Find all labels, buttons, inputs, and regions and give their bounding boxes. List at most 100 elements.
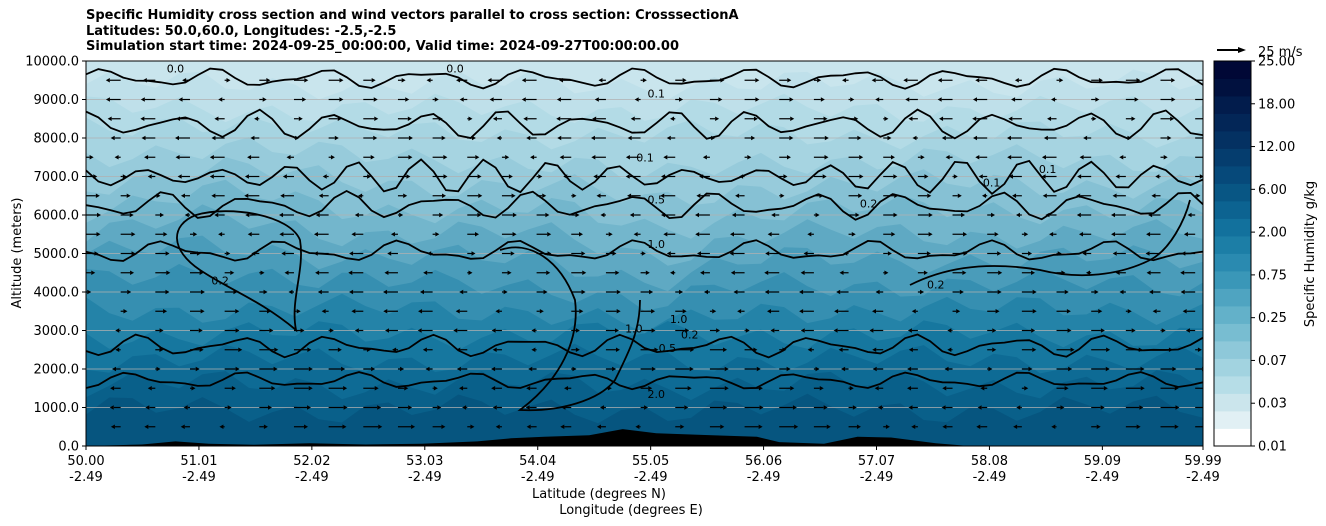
wind-vector-head [110, 386, 115, 391]
wind-vector-head [468, 116, 473, 121]
wind-vector-head [1094, 289, 1099, 295]
wind-vector-head [254, 116, 259, 121]
wind-vector-head [1095, 97, 1100, 102]
wind-vector-head [615, 347, 620, 352]
wind-vector-head [373, 135, 378, 141]
wind-vector-head [459, 97, 464, 102]
wind-vector-head [122, 174, 127, 179]
wind-vector-head [663, 232, 668, 237]
wind-vector-head [579, 232, 584, 237]
wind-vector-head [279, 232, 284, 237]
wind-vector-head [803, 251, 808, 256]
y-tick-label: 1000.0 [34, 401, 80, 416]
wind-vector-head [685, 328, 690, 333]
wind-vector-head [1028, 251, 1033, 256]
wind-vector-head [850, 97, 855, 102]
wind-vector-head [1076, 212, 1081, 218]
wind-vector-head [651, 309, 656, 314]
wind-vector-head [720, 424, 725, 429]
wind-vector-head [836, 289, 841, 295]
wind-vector-head [851, 232, 856, 237]
colorbar-tick-label: 0.07 [1258, 354, 1287, 369]
wind-vector-head [72, 78, 76, 82]
wind-vector-head [654, 347, 659, 352]
wind-vector-head [438, 116, 443, 121]
wind-vector-head [315, 212, 320, 218]
wind-vector-head [920, 155, 925, 160]
x-tick-label: 59.99 [1184, 454, 1221, 469]
wind-vector-head [599, 405, 604, 410]
wind-vector-head [226, 251, 231, 256]
wind-vector-head [975, 78, 980, 83]
wind-vector-head [95, 193, 100, 198]
wind-vector-head [753, 116, 758, 121]
wind-vector-head [1163, 155, 1168, 160]
wind-vector-head [1011, 97, 1016, 102]
wind-vector-head [1196, 193, 1201, 198]
wind-vector-head [399, 212, 404, 218]
contour-line [86, 239, 1203, 262]
contour-line [86, 67, 1203, 90]
wind-vector-head [695, 232, 700, 237]
wind-vector-head [198, 328, 203, 333]
wind-vector-head [838, 347, 843, 352]
wind-vector-head [1064, 289, 1069, 295]
wind-vector-head [556, 116, 561, 121]
wind-vector-head [109, 405, 114, 410]
wind-vector-head [462, 405, 467, 410]
y-axis: 0.0 1000.0 2000.0 3000.0 4000.0 5000.0 6000.0 7… [25, 55, 86, 455]
wind-vector-head [1161, 328, 1166, 333]
wind-vector-head [341, 366, 346, 372]
wind-vector-head [235, 328, 240, 333]
wind-vector-head [247, 232, 252, 237]
wind-vector-head [147, 386, 152, 391]
wind-vector-head [869, 328, 874, 333]
colorbar-swatch [1214, 61, 1251, 79]
colorbar-swatch [1214, 166, 1251, 184]
wind-vector-head [724, 386, 729, 391]
wind-vector-head [523, 116, 528, 121]
wind-vector-head [1199, 174, 1203, 179]
wind-vector-head [998, 270, 1003, 275]
wind-vector-head [874, 386, 879, 391]
wind-vector-head [503, 289, 508, 295]
wind-vector-head [321, 309, 326, 314]
wind-vector-head [687, 386, 692, 391]
wind-vector-head [682, 78, 687, 83]
x-tick-label: 55.05 [632, 454, 669, 469]
contour-label: 2.0 [647, 388, 665, 401]
wind-vector-head [561, 405, 566, 410]
wind-vector-head [80, 425, 84, 429]
wind-vector-head [991, 212, 996, 218]
wind-vector-head [337, 347, 342, 352]
wind-vector-head [731, 212, 736, 218]
wind-vector-head [159, 328, 164, 333]
y-tick-label: 5000.0 [34, 247, 80, 262]
wind-vector-head [690, 347, 695, 352]
wind-vector-head [911, 424, 916, 429]
wind-vector-head [349, 251, 354, 256]
wind-vector-head [859, 155, 864, 160]
wind-vector-head [371, 366, 376, 372]
wind-vector-head [635, 424, 640, 429]
wind-vector-head [855, 212, 860, 218]
wind-vector-head [759, 405, 764, 410]
wind-vector-head [833, 328, 838, 333]
wind-vectors [72, 78, 1203, 429]
wind-vector-head [91, 270, 96, 275]
wind-vector-head [456, 78, 461, 83]
wind-vector-head [165, 289, 170, 295]
wind-vector-head [1149, 289, 1154, 295]
wind-vector-head [351, 309, 356, 314]
wind-vector-head [317, 289, 322, 295]
wind-vector-head [1016, 405, 1021, 410]
wind-vector-head [531, 328, 536, 333]
wind-vector-head [1172, 366, 1177, 372]
wind-vector-head [858, 193, 863, 198]
wind-vector-head [733, 289, 738, 295]
wind-vector-head [163, 232, 168, 237]
wind-vector-head [281, 251, 286, 256]
wind-vector-head [295, 135, 300, 141]
wind-vector-head [288, 289, 293, 295]
wind-vector-head [387, 251, 392, 256]
